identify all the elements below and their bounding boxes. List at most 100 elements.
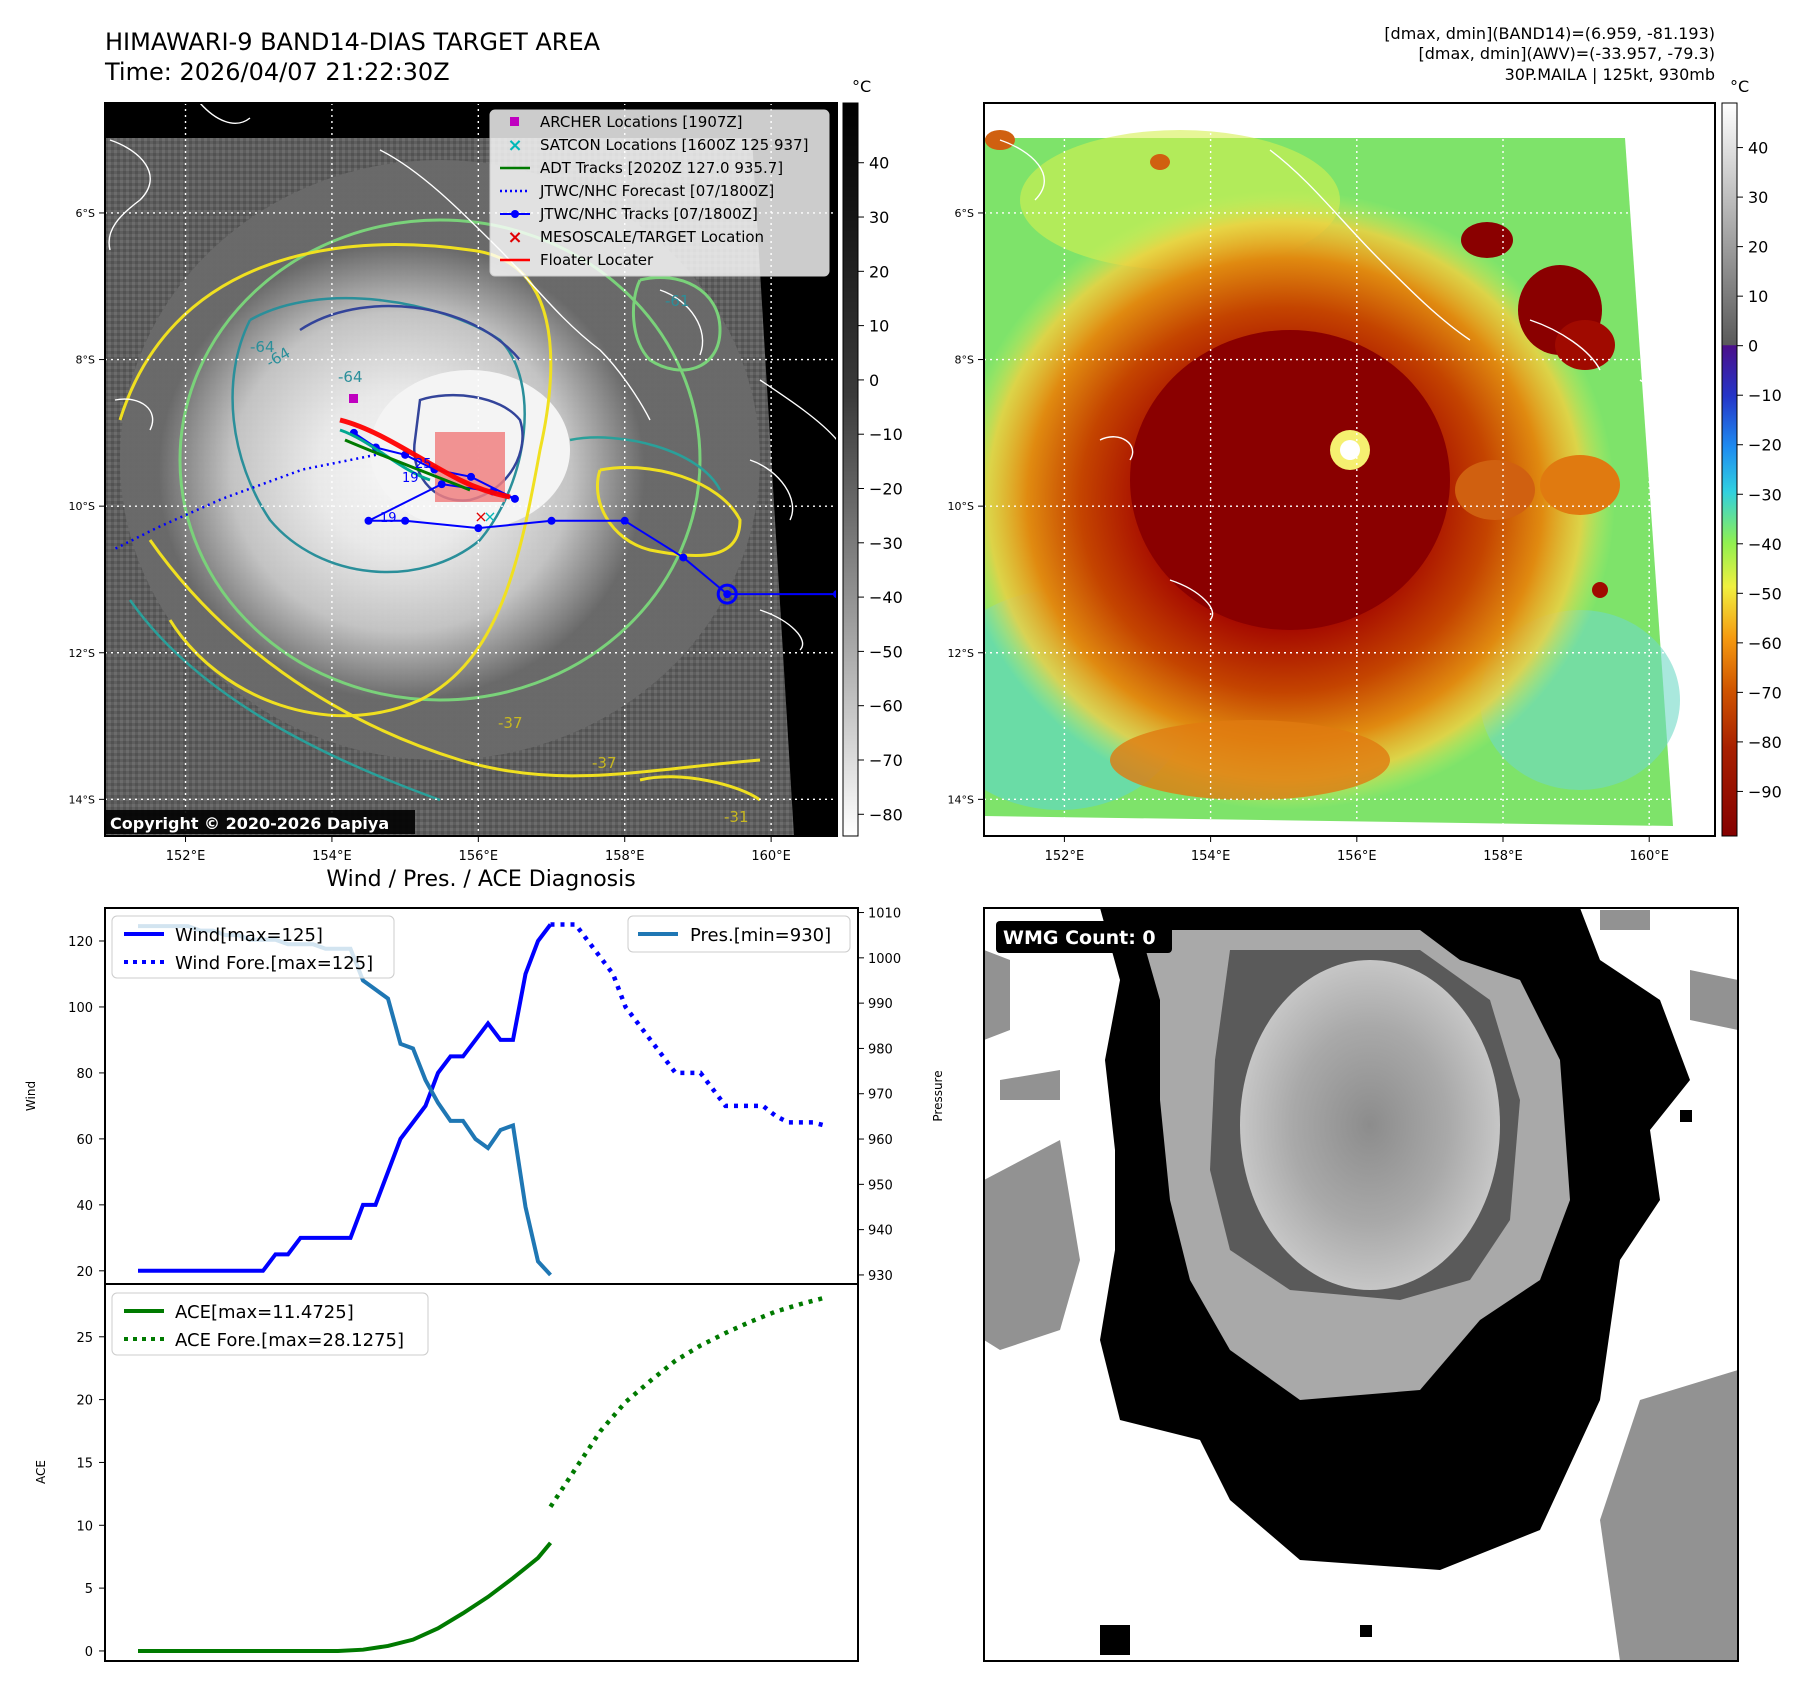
lat-tick-label: 6°S	[76, 207, 95, 220]
ace-ylabel: ACE	[34, 1460, 48, 1484]
contour-label: -61	[665, 292, 690, 310]
wmg-eye	[1240, 960, 1500, 1290]
pressure-tick-label: 980	[868, 1042, 893, 1057]
figure-time: Time: 2026/04/07 21:22:30Z	[104, 58, 450, 86]
lon-tick-label: 154°E	[312, 849, 352, 864]
colorbar-tick-label: −30	[869, 534, 903, 553]
colorbar-tick-label: −10	[1748, 386, 1782, 405]
lon-tick-label: 152°E	[1045, 849, 1085, 864]
contour-label: -37	[592, 754, 617, 772]
lon-tick-label: 152°E	[166, 849, 206, 864]
ace-tick-label: 15	[76, 1456, 93, 1471]
ace-tick-label: 10	[76, 1519, 93, 1534]
jtwc-track-point	[467, 472, 475, 481]
colorbar-tick-label: −50	[869, 642, 903, 661]
figure-title: HIMAWARI-9 BAND14-DIAS TARGET AREA	[105, 28, 601, 56]
satcon-marker: ×	[483, 507, 496, 526]
jtwc-track-point	[401, 516, 410, 525]
lon-tick-label: 158°E	[605, 849, 645, 864]
pressure-tick-label: 990	[868, 997, 893, 1012]
legend-marker-archer	[510, 117, 519, 126]
wind-tick-label: 60	[76, 1133, 93, 1148]
lat-tick-label: 14°S	[69, 793, 95, 806]
contour-label: -37	[498, 714, 523, 732]
info-storm: 30P.MAILA | 125kt, 930mb	[1505, 65, 1715, 84]
pressure-ylabel: Pressure	[931, 1070, 945, 1121]
jtwc-track-point	[723, 590, 732, 599]
pressure-tick-label: 1010	[868, 907, 901, 922]
colorbar-tick-label: −60	[869, 697, 903, 716]
lat-tick-label: 12°S	[948, 647, 974, 660]
legend-label: ADT Tracks [2020Z 127.0 935.7]	[540, 159, 783, 177]
wind-tick-label: 100	[68, 1001, 93, 1016]
jtwc-track-point	[437, 480, 446, 489]
colorbar-tick-label: −60	[1748, 634, 1782, 653]
legend-marker-x: ×	[507, 227, 522, 248]
colorbar-tick-label: 40	[869, 154, 889, 173]
colorbar-tick-label: −70	[1748, 683, 1782, 702]
colorbar-tick-label: −40	[1748, 535, 1782, 554]
archer-marker	[349, 394, 358, 403]
awv-map-panel: 152°E 154°E 156°E 158°E 160°E 6°S 8°S 10°S 12°S 1…	[948, 102, 1716, 864]
diagnosis-title: Wind / Pres. / ACE Diagnosis	[326, 867, 635, 892]
colorbar-tick-label: 0	[1748, 337, 1758, 356]
awv-colorbar: °C 40 30 20 10 0 −10 −20 −30 −40 −50 −60 −70 −80 −90	[1721, 77, 1782, 837]
wind-legend: Wind[max=125] Wind Fore.[max=125]	[111, 915, 395, 979]
pressure-tick-label: 1000	[868, 952, 901, 967]
colorbar-tick-label: −70	[869, 751, 903, 770]
lon-tick-label: 158°E	[1483, 849, 1523, 864]
ace-legend: ACE[max=11.4725] ACE Fore.[max=28.1275]	[111, 1292, 429, 1356]
lon-tick-label: 160°E	[1629, 849, 1669, 864]
wmg-panel: WMG Count: 0	[983, 907, 1739, 1662]
legend-label: JTWC/NHC Tracks [07/1800Z]	[539, 205, 758, 223]
track-label: 19	[402, 471, 419, 486]
contour-label: -64	[338, 368, 363, 386]
lon-tick-label: 156°E	[459, 849, 499, 864]
jtwc-track-line	[353, 432, 837, 596]
track-label: 25	[415, 457, 432, 472]
ir-map-panel: × × -64 -64 -64 -61 -37 -37 -31 19 25 19…	[69, 102, 838, 864]
lat-tick-label: 10°S	[69, 500, 95, 513]
wind-ylabel: Wind	[24, 1081, 38, 1111]
legend-label: Floater Locater	[540, 251, 654, 269]
contour-label: -64	[250, 338, 275, 356]
lat-tick-label: 14°S	[948, 793, 974, 806]
wmg-count-label: WMG Count: 0	[1003, 927, 1156, 949]
colorbar-tick-label: 10	[869, 317, 889, 336]
legend-label: JTWC/NHC Forecast [07/1800Z]	[539, 182, 774, 200]
colorbar-tick-label: 20	[869, 262, 889, 281]
ir-colorbar-unit: °C	[852, 77, 871, 96]
lon-tick-label: 154°E	[1191, 849, 1231, 864]
ir-legend: ARCHER Locations [1907Z] × SATCON Location…	[489, 109, 830, 277]
ace-tick-label: 5	[85, 1582, 93, 1597]
colorbar-tick-label: −10	[869, 425, 903, 444]
pressure-tick-label: 970	[868, 1088, 893, 1103]
lat-tick-label: 12°S	[69, 647, 95, 660]
jtwc-track-point	[547, 516, 556, 525]
ace-tick-label: 0	[85, 1645, 93, 1660]
wind-series-line	[138, 923, 553, 1273]
jtwc-track-point	[364, 516, 373, 525]
info-band14: [dmax, dmin](BAND14)=(6.959, -81.193)	[1384, 24, 1715, 43]
wind-tick-label: 40	[76, 1199, 93, 1214]
pressure-legend: Pres.[min=930]	[627, 915, 851, 953]
lon-tick-label: 160°E	[751, 849, 791, 864]
legend-wind-forecast: Wind Fore.[max=125]	[175, 953, 373, 974]
wind-pressure-chart: 20 40 60 80 100 120 930 940 950 960 970 980 990 1000…	[24, 907, 945, 1285]
mesoscale-marker: ×	[474, 507, 487, 526]
colorbar-tick-label: −90	[1748, 782, 1782, 801]
ace-chart: 0 5 10 15 20 25 ACE ACE[max=11.4725] ACE Fore…	[34, 1283, 859, 1662]
colorbar-tick-label: 40	[1748, 139, 1768, 158]
jtwc-track-point	[620, 516, 629, 525]
wind-tick-label: 120	[68, 935, 93, 950]
legend-ace-forecast: ACE Fore.[max=28.1275]	[175, 1330, 404, 1351]
legend-marker-dot	[511, 210, 519, 218]
ace-forecast-line	[548, 1295, 827, 1509]
lat-tick-label: 10°S	[948, 500, 974, 513]
pressure-tick-label: 950	[868, 1178, 893, 1193]
copyright-text: Copyright © 2020-2026 Dapiya	[110, 814, 389, 833]
ace-tick-label: 20	[76, 1394, 93, 1409]
awv-colorbar-unit: °C	[1730, 77, 1749, 96]
jtwc-track-point	[510, 494, 519, 503]
